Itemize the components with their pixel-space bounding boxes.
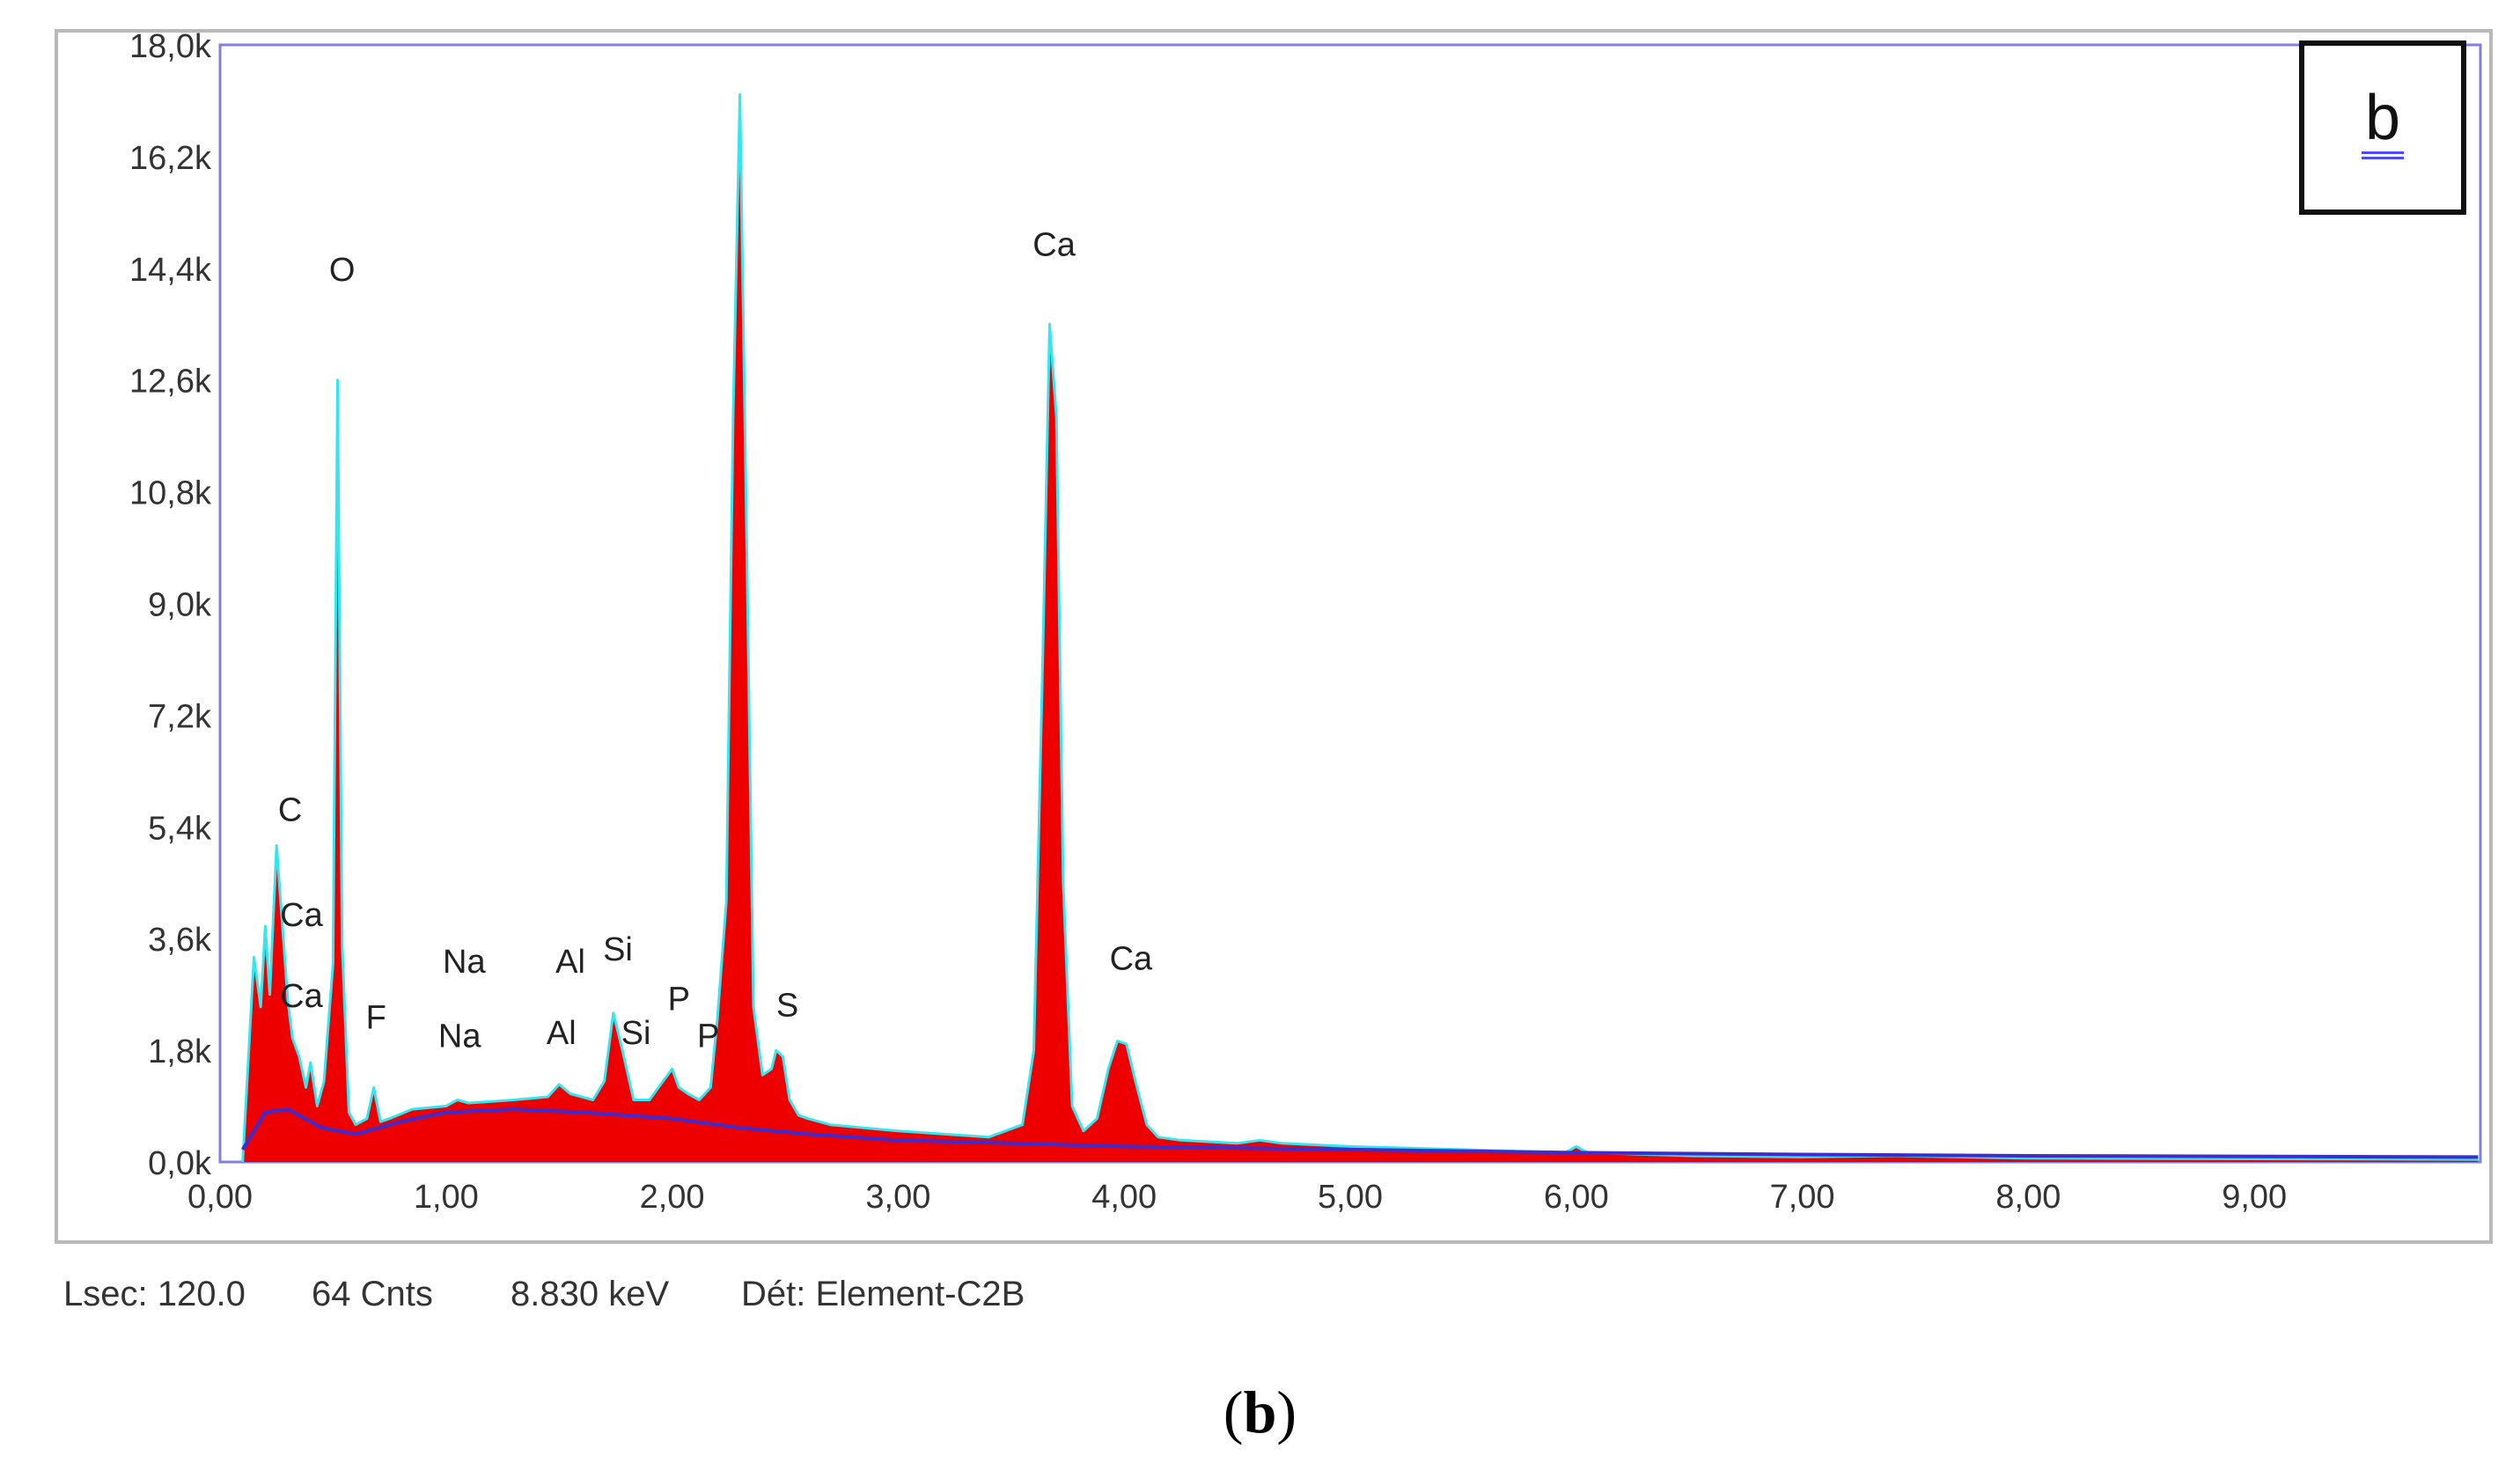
eds-spectrum-chart: 0,0k 1,8k 3,6k 5,4k 7,2k 9,0k 10,8k 12,6k 14,4k 1…: [129, 33, 2482, 1216]
peak-label: S: [776, 987, 798, 1024]
peak-label: S: [736, 33, 758, 34]
live-time-readout: Lsec: 120.0: [63, 1275, 246, 1313]
y-tick-label: 5,4k: [148, 810, 212, 847]
figure-caption: (b): [0, 1378, 2520, 1447]
peak-label: Si: [603, 931, 633, 968]
peak-label: Si: [621, 1015, 651, 1052]
y-tick-label: 7,2k: [148, 698, 212, 735]
peak-label: F: [366, 999, 386, 1036]
x-tick-label: 0,00: [187, 1179, 253, 1216]
counts-readout: 64 Cnts: [312, 1275, 433, 1313]
panel-label: b: [2361, 86, 2405, 159]
status-bar: Lsec: 120.0 64 Cnts 8.830 keV Dét: Eleme…: [63, 1275, 1208, 1327]
peak-label: Al: [547, 1015, 577, 1052]
y-tick-label: 18,0k: [129, 33, 212, 65]
peak-label: P: [668, 981, 690, 1018]
peak-label: Na: [438, 1018, 481, 1055]
spectrum-panel: 0,0k 1,8k 3,6k 5,4k 7,2k 9,0k 10,8k 12,6k 14,4k 1…: [55, 29, 2493, 1244]
y-tick-label: 9,0k: [148, 587, 212, 624]
y-tick-label: 3,6k: [148, 922, 212, 959]
peak-label: Ca: [1110, 940, 1153, 977]
spectrum-outline-line: [241, 92, 2479, 1163]
y-tick-label: 1,8k: [148, 1033, 212, 1070]
y-tick-label: 16,2k: [129, 140, 212, 177]
x-tick-label: 8,00: [1995, 1179, 2061, 1216]
caption-letter: b: [1243, 1379, 1277, 1445]
spectrum-fill-area: [242, 94, 2479, 1162]
x-tick-label: 5,00: [1318, 1179, 1383, 1216]
x-tick-label: 1,00: [414, 1179, 479, 1216]
x-tick-label: 4,00: [1091, 1179, 1157, 1216]
y-tick-label: 12,6k: [129, 364, 212, 401]
peak-label: O: [329, 252, 356, 289]
peak-label: Ca: [1032, 227, 1076, 264]
peak-label: Ca: [280, 897, 323, 934]
y-tick-label: 10,8k: [129, 475, 212, 512]
background-fit-line: [240, 1107, 2479, 1159]
peak-label: Na: [443, 944, 486, 981]
x-tick-label: 9,00: [2222, 1179, 2287, 1216]
y-tick-label: 0,0k: [148, 1145, 212, 1182]
detector-readout: Dét: Element-C2B: [741, 1275, 1025, 1313]
cursor-energy-readout: 8.830 keV: [511, 1275, 670, 1313]
caption-open-paren: (: [1223, 1379, 1244, 1445]
peak-label: P: [697, 1018, 719, 1055]
x-tick-label: 6,00: [1544, 1179, 1609, 1216]
peak-label: C: [278, 791, 302, 828]
x-tick-label: 3,00: [865, 1179, 930, 1216]
y-tick-label: 14,4k: [129, 252, 212, 289]
caption-close-paren: ): [1276, 1379, 1297, 1445]
x-tick-label: 7,00: [1770, 1179, 1835, 1216]
x-tick-label: 2,00: [640, 1179, 705, 1216]
panel-label-box: b: [2299, 40, 2466, 215]
plot-area-border: [218, 43, 2482, 1164]
peak-label: Al: [555, 944, 585, 981]
peak-label: Ca: [280, 978, 323, 1015]
